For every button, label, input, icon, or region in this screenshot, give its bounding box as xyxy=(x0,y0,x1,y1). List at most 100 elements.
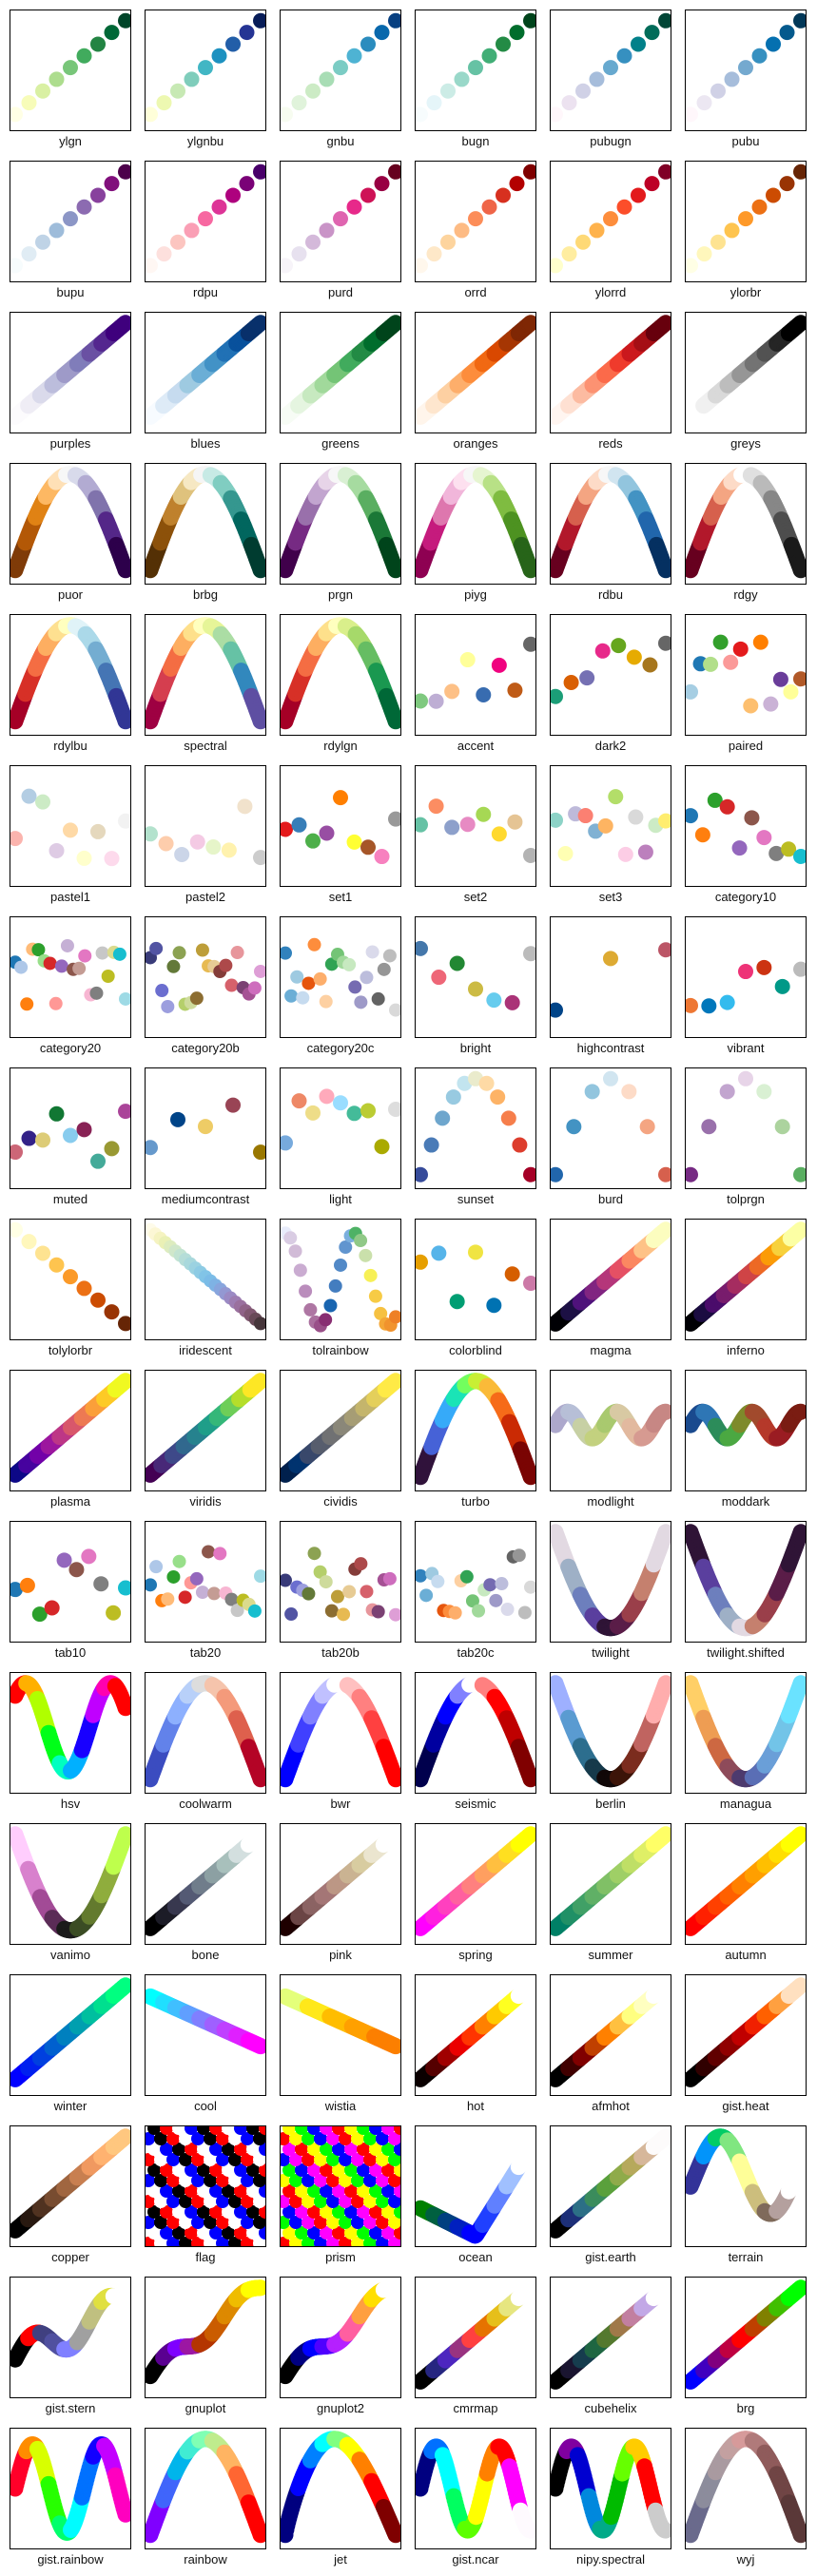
colormap-panel: managua xyxy=(685,1672,807,1811)
colormap-swatch-plot xyxy=(550,161,671,282)
band-segment xyxy=(387,1373,401,1390)
data-point xyxy=(112,947,126,961)
colormap-label: ylorbr xyxy=(729,285,762,299)
data-point xyxy=(415,1568,427,1583)
colormap-label: vanimo xyxy=(50,1948,90,1962)
data-point xyxy=(291,1093,307,1109)
colormap-swatch-plot xyxy=(145,1672,266,1794)
band-segment xyxy=(792,1403,807,1420)
data-point xyxy=(31,943,46,957)
colormap-swatch-plot xyxy=(10,312,131,433)
data-point xyxy=(161,1592,175,1606)
panel-frame xyxy=(145,312,266,433)
panel-frame xyxy=(550,312,671,433)
colormap-label: tab20c xyxy=(457,1645,495,1660)
colormap-label: ylorrd xyxy=(594,285,627,299)
colormap-swatch-plot xyxy=(145,1370,266,1491)
data-point xyxy=(63,211,78,227)
colormap-panel: bwr xyxy=(280,1672,401,1811)
data-point xyxy=(763,696,779,712)
data-point xyxy=(291,95,307,111)
data-point xyxy=(354,1557,368,1571)
colormap-panel: seismic xyxy=(415,1672,536,1811)
colormap-panel: set2 xyxy=(415,765,536,904)
colormap-swatch-plot xyxy=(415,10,536,131)
data-point xyxy=(334,1258,347,1272)
data-point xyxy=(703,656,719,672)
data-point xyxy=(772,671,788,687)
data-point xyxy=(360,1585,374,1599)
colormap-swatch-plot xyxy=(685,463,807,585)
colormap-panel: tab20b xyxy=(280,1521,401,1660)
data-point xyxy=(575,234,591,250)
band-segment xyxy=(117,713,131,730)
colormap-panel: bright xyxy=(415,916,536,1055)
band-segment xyxy=(792,1221,807,1239)
colormap-label: set3 xyxy=(598,890,623,904)
colormap-panel: tab20 xyxy=(145,1521,266,1660)
band-segment xyxy=(252,713,266,730)
data-point xyxy=(118,1580,131,1596)
data-point xyxy=(507,682,523,699)
data-point xyxy=(348,980,362,994)
data-point xyxy=(333,211,348,227)
data-point xyxy=(93,1576,109,1592)
data-point xyxy=(371,1605,385,1619)
data-point xyxy=(198,211,213,227)
colormap-panel: hsv xyxy=(10,1672,131,1811)
data-point xyxy=(550,1002,563,1018)
data-point xyxy=(719,1084,735,1100)
colormap-swatch-plot xyxy=(415,916,536,1038)
data-point xyxy=(486,1298,502,1314)
data-point xyxy=(313,1565,327,1579)
data-point xyxy=(589,71,605,87)
data-point xyxy=(118,1316,131,1332)
panel-frame xyxy=(10,765,131,887)
colormap-swatch-plot xyxy=(550,1219,671,1340)
data-point xyxy=(221,842,237,858)
data-point xyxy=(360,839,376,855)
data-point xyxy=(76,850,92,866)
panel-frame xyxy=(685,1219,807,1340)
colormap-swatch-plot xyxy=(550,614,671,736)
data-point xyxy=(738,211,753,227)
data-point xyxy=(594,643,611,659)
colormap-panel: plasma xyxy=(10,1370,131,1509)
data-point xyxy=(189,834,205,850)
colormap-swatch-plot xyxy=(10,765,131,887)
colormap-swatch-plot xyxy=(550,916,671,1038)
data-point xyxy=(333,60,348,76)
data-point xyxy=(459,1569,474,1584)
data-point xyxy=(333,790,348,806)
colormap-swatch-plot xyxy=(685,1672,807,1794)
data-point xyxy=(35,83,50,99)
data-point xyxy=(155,984,169,998)
data-point xyxy=(21,246,37,262)
colormap-swatch-plot xyxy=(145,10,266,131)
colormap-swatch-plot xyxy=(280,1219,401,1340)
colormap-swatch-plot xyxy=(550,1067,671,1189)
data-point xyxy=(104,851,120,867)
data-point xyxy=(685,258,698,274)
colormap-label: moddark xyxy=(721,1494,770,1509)
colormap-swatch-plot xyxy=(550,463,671,585)
band-segment xyxy=(387,315,401,332)
data-point xyxy=(290,970,304,984)
data-point xyxy=(78,949,92,963)
data-point xyxy=(293,1263,307,1278)
data-point xyxy=(603,60,618,76)
data-point xyxy=(184,222,200,239)
data-point xyxy=(459,817,476,833)
data-point xyxy=(377,962,391,976)
data-point xyxy=(305,833,321,849)
data-point xyxy=(158,836,174,852)
data-point xyxy=(523,847,536,863)
colormap-panel: ylorbr xyxy=(685,161,807,299)
data-point xyxy=(213,1547,227,1561)
data-point xyxy=(253,163,266,180)
data-point xyxy=(459,652,476,668)
colormap-swatch-plot xyxy=(280,916,401,1038)
panel-frame xyxy=(415,10,536,131)
data-point xyxy=(751,199,768,215)
data-point xyxy=(49,1105,65,1122)
